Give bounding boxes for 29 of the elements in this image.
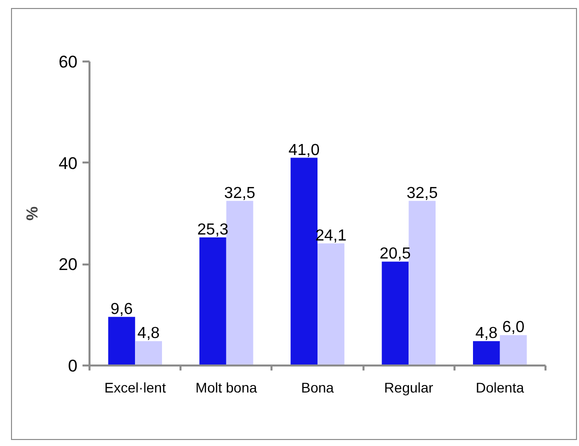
data-label: 4,8	[475, 325, 498, 342]
data-label: 20,5	[380, 246, 411, 263]
bar	[382, 262, 409, 366]
x-tick-label: Bona	[301, 380, 334, 396]
data-label: 4,8	[137, 325, 160, 342]
bar	[472, 341, 500, 366]
y-tick-label: 20	[58, 255, 78, 274]
bar	[500, 335, 527, 366]
y-axis-title: %	[24, 206, 42, 221]
bar	[108, 316, 136, 366]
data-label: 6,0	[502, 319, 525, 336]
bar	[199, 237, 226, 366]
x-tick-label: Dolenta	[476, 380, 524, 396]
bar	[290, 158, 318, 366]
x-tick-label: Regular	[384, 380, 434, 396]
y-tick-label: 40	[58, 154, 78, 173]
x-tick-label: Molt bona	[196, 380, 258, 396]
x-tick-label: Excel·lent	[104, 380, 166, 396]
bar	[226, 200, 254, 366]
data-label: 9,6	[110, 300, 133, 318]
bar	[135, 341, 162, 366]
data-label: 41,0	[288, 142, 320, 159]
bar	[408, 200, 436, 366]
data-label: 32,5	[224, 184, 256, 202]
data-label: 32,5	[406, 184, 438, 202]
y-tick-label: 0	[68, 356, 78, 376]
data-label: 25,3	[197, 221, 229, 238]
bar	[318, 243, 344, 366]
y-tick-label: 60	[58, 52, 78, 72]
